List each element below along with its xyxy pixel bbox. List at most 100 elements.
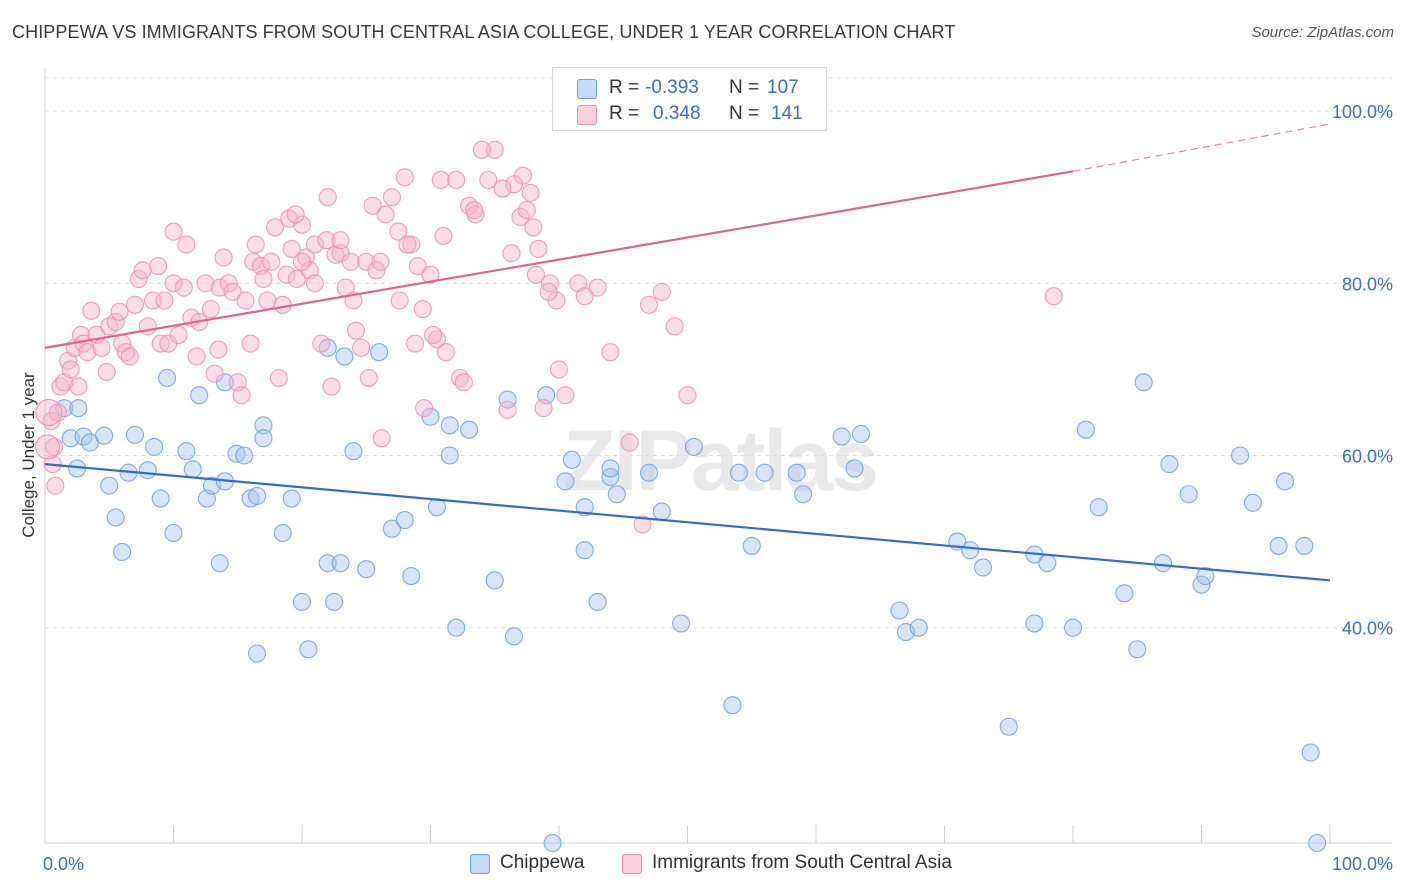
data-point — [190, 386, 209, 405]
data-point — [588, 278, 607, 297]
data-point — [201, 300, 220, 319]
data-point — [46, 476, 65, 495]
data-point — [406, 334, 425, 353]
data-point — [620, 433, 639, 452]
data-point — [498, 390, 517, 409]
data-point — [601, 459, 620, 478]
data-point — [513, 166, 533, 185]
data-point — [454, 373, 473, 392]
data-point — [273, 295, 292, 314]
data-point — [1089, 498, 1108, 517]
data-point — [292, 252, 312, 271]
data-point — [236, 291, 255, 310]
grid — [45, 77, 1392, 629]
data-point — [447, 170, 466, 189]
data-point — [370, 343, 389, 362]
data-point — [1128, 640, 1147, 659]
data-point — [100, 476, 119, 495]
chart-title: CHIPPEWA VS IMMIGRANTS FROM SOUTH CENTRA… — [12, 22, 956, 42]
data-point — [97, 362, 116, 382]
data-point — [357, 560, 376, 579]
data-point — [169, 325, 188, 344]
legend-n-label: N = — [729, 103, 760, 124]
data-point — [44, 437, 64, 456]
data-point — [639, 295, 659, 314]
data-point — [1308, 833, 1327, 853]
data-point — [227, 444, 246, 463]
data-point — [502, 244, 521, 263]
data-point — [273, 523, 292, 543]
data-point — [909, 618, 928, 637]
data-point — [305, 274, 324, 293]
data-point — [265, 218, 285, 237]
data-point — [322, 377, 341, 396]
data-point — [723, 696, 742, 715]
y-tick-label: 100.0% — [1332, 102, 1393, 122]
data-point — [447, 618, 466, 637]
data-point — [665, 317, 684, 336]
data-point — [402, 567, 421, 586]
data-point — [287, 269, 306, 289]
data-point — [961, 541, 980, 560]
data-point — [305, 235, 324, 254]
data-point — [164, 222, 183, 241]
data-point — [113, 542, 132, 561]
data-point — [35, 434, 61, 460]
x-tick-label: 100.0% — [1332, 854, 1393, 874]
data-point — [318, 554, 337, 573]
data-point — [1044, 287, 1063, 306]
data-point — [1115, 584, 1134, 603]
data-point — [317, 231, 336, 250]
data-point — [174, 278, 193, 297]
data-point — [331, 231, 350, 250]
data-point — [210, 554, 229, 573]
data-point — [539, 282, 558, 301]
data-point — [286, 205, 305, 224]
data-point — [205, 364, 224, 383]
y-tick-label: 80.0% — [1342, 274, 1393, 294]
data-point — [247, 486, 267, 506]
data-point — [318, 188, 337, 207]
data-point — [1179, 485, 1198, 504]
legend-row-south-central-asia: R = 0.348 N = 141 — [553, 101, 826, 127]
data-point — [794, 485, 813, 504]
data-point — [787, 463, 806, 482]
y-tick-label: 60.0% — [1342, 447, 1393, 467]
trend-line-chippewa — [44, 463, 1331, 582]
data-point — [479, 170, 498, 189]
data-point — [129, 269, 148, 289]
data-point — [529, 239, 548, 258]
data-point — [1301, 743, 1320, 762]
trend-line-south-central-asia — [44, 170, 1074, 349]
data-point — [434, 226, 453, 245]
x-tick-label: 0.0% — [43, 854, 84, 874]
data-point — [524, 218, 543, 237]
data-point — [678, 386, 697, 405]
data-point — [277, 265, 296, 284]
data-point — [258, 291, 277, 310]
data-point — [376, 205, 395, 224]
series-swatch-chippewa — [470, 854, 490, 874]
data-point — [149, 257, 168, 276]
data-point — [575, 498, 594, 517]
data-point — [164, 523, 183, 543]
data-point — [498, 400, 517, 419]
data-point — [335, 347, 354, 366]
data-point — [424, 325, 443, 344]
legend-swatch-chippewa — [577, 79, 597, 99]
data-point — [223, 282, 242, 301]
legend-r-label: R = — [609, 103, 640, 124]
data-point — [110, 302, 129, 321]
data-point — [504, 627, 524, 646]
data-point — [511, 207, 530, 227]
data-point — [246, 235, 265, 254]
legend-r-label: R = — [609, 77, 640, 98]
data-point — [382, 188, 402, 207]
data-point — [1160, 455, 1179, 474]
data-point — [209, 340, 228, 359]
data-point — [493, 179, 512, 198]
correlation-legend: R = -0.393 N = 107 R = 0.348 N = 141 — [552, 67, 827, 131]
trend-line-south-central-asia-extension — [1072, 123, 1331, 172]
data-point — [742, 536, 761, 555]
